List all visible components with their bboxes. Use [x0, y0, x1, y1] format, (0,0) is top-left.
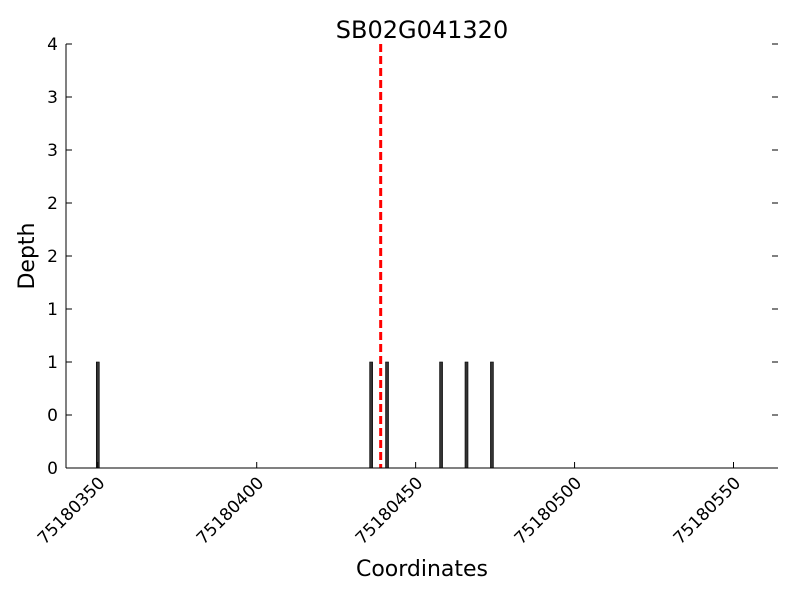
y-tick-label: 3 [47, 88, 58, 108]
x-tick-label: 75180350 [34, 473, 109, 548]
chart-title: SB02G041320 [336, 16, 508, 44]
y-tick-label: 2 [47, 194, 58, 214]
y-tick-label: 3 [47, 141, 58, 161]
axes-layer [65, 44, 778, 469]
x-tick-label: 75180550 [670, 473, 745, 548]
depth-bar [95, 361, 100, 469]
y-tick-label: 1 [47, 300, 58, 320]
depth-bar [369, 361, 373, 469]
x-axis-label: Coordinates [356, 557, 488, 582]
depth-bar [439, 361, 443, 469]
ticks-layer: 0 0 1 1 2 2 3 3 4 75180350 75180400 75180450 7518050… [34, 35, 778, 549]
depth-bar [490, 361, 494, 469]
x-tick-label: 75180450 [352, 473, 427, 548]
depth-bar [385, 361, 389, 469]
y-tick-label: 4 [47, 35, 58, 55]
y-tick-label: 1 [47, 353, 58, 373]
y-tick-label: 2 [47, 247, 58, 267]
x-tick-label: 75180400 [193, 473, 268, 548]
x-tick-label: 75180500 [511, 473, 586, 548]
y-axis-label: Depth [15, 222, 40, 289]
y-tick-label: 0 [47, 459, 58, 479]
bars-layer [95, 361, 494, 469]
depth-bar [464, 361, 469, 469]
y-tick-label: 0 [47, 406, 58, 426]
reference-lines-layer [379, 44, 383, 468]
